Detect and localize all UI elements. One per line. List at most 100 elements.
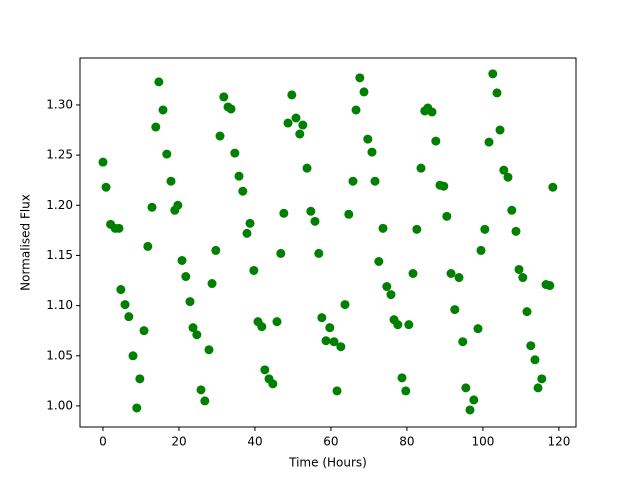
point [185,297,195,307]
point [431,136,441,146]
point [465,405,475,415]
point [143,241,153,251]
point [211,245,221,255]
x-tick-label: 100 [471,435,494,449]
point [408,269,418,279]
point [473,324,483,334]
point [272,317,282,327]
point [317,313,327,323]
point [310,216,320,226]
point [260,365,270,375]
point [351,105,361,115]
point [461,383,471,393]
point [533,383,543,393]
point [522,307,532,317]
y-tick-label: 1.05 [46,348,73,362]
point [476,245,486,255]
point [154,77,164,87]
point [245,218,255,228]
point [386,290,396,300]
point [363,134,373,144]
point [279,208,289,218]
x-tick-label: 80 [399,435,414,449]
point [548,182,558,192]
point [344,209,354,219]
point [393,320,403,330]
point [287,90,297,100]
point [204,345,214,355]
point [518,273,528,283]
point [511,226,521,236]
point [120,300,130,310]
point [412,224,422,234]
point [382,282,392,292]
point [188,323,198,333]
point [200,396,210,406]
point [215,131,225,141]
point [114,223,124,233]
point [458,337,468,347]
point [469,395,479,405]
point [98,157,108,167]
point [295,129,305,139]
point [367,147,377,157]
y-tick-label: 1.10 [46,298,73,312]
y-tick-label: 1.30 [46,97,73,111]
point [488,69,498,79]
point [192,330,202,340]
point [302,163,312,173]
point [238,186,248,196]
point [348,176,358,186]
y-tick-label: 1.25 [46,148,73,162]
point [196,385,206,395]
point [370,176,380,186]
point [151,122,161,132]
point [207,279,217,289]
x-tick-label: 0 [99,435,107,449]
point [416,163,426,173]
point [139,326,149,336]
x-axis-label: Time (Hours) [288,456,367,470]
point [173,200,183,210]
point [340,300,350,310]
point [537,374,547,384]
point [116,285,126,295]
point [329,337,339,347]
x-tick-label: 40 [247,435,262,449]
point [158,105,168,115]
point [162,149,172,159]
point [374,256,384,266]
point [306,206,316,216]
point [314,248,324,258]
point [507,205,517,215]
point [283,118,293,128]
plot-frame [79,57,577,428]
y-tick-label: 1.00 [46,398,73,412]
point [101,182,111,192]
point [397,373,407,383]
point [242,228,252,238]
point [499,165,509,175]
point [378,223,388,233]
point [526,341,536,351]
y-tick-label: 1.20 [46,198,73,212]
y-axis-label: Normalised Flux [19,194,33,291]
point [492,88,502,98]
point [230,148,240,158]
point [257,322,267,332]
point [530,355,540,365]
point [128,351,138,361]
point [298,120,308,130]
x-tick-label: 20 [171,435,186,449]
point [177,255,187,265]
point [495,125,505,135]
point [450,305,460,315]
point [181,272,191,282]
point [135,374,145,384]
point [355,73,365,83]
point [359,87,369,97]
point [268,379,278,389]
point [446,269,456,279]
